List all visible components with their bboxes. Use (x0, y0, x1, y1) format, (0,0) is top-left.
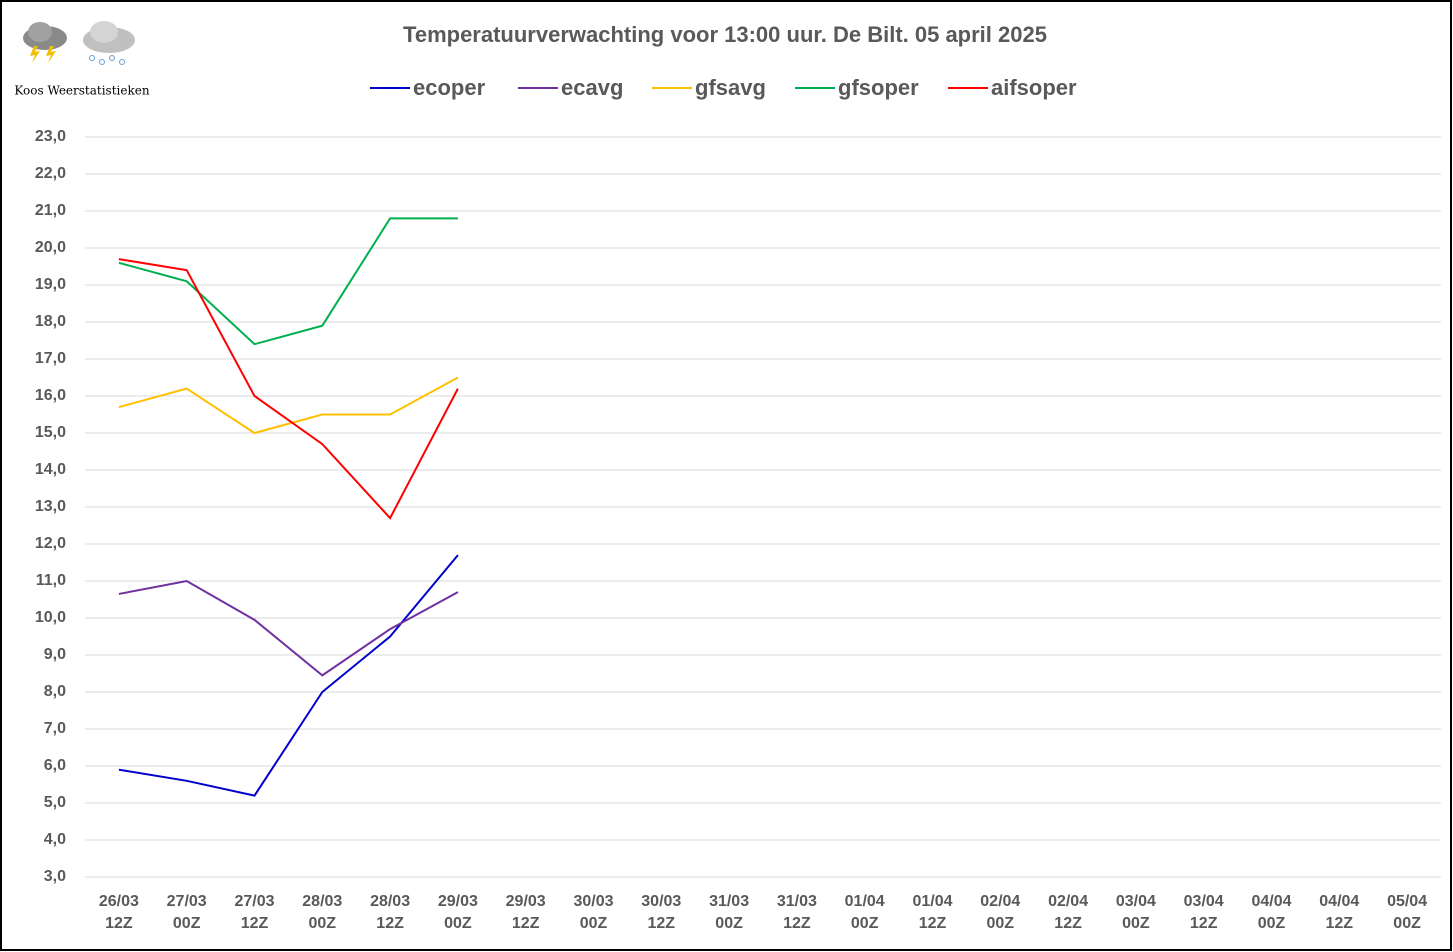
legend-label: ecoper (413, 75, 486, 100)
x-tick-label: 28/03 00Z (302, 893, 343, 932)
logo-icons (23, 21, 135, 65)
x-tick-label: 04/04 12Z (1319, 893, 1360, 932)
x-tick-label: 29/03 00Z (437, 893, 478, 932)
x-tick-label: 26/03 12Z (98, 893, 139, 932)
y-tick-label: 16,0 (35, 387, 66, 404)
y-tick-label: 21,0 (35, 202, 66, 219)
y-tick-label: 19,0 (35, 276, 66, 293)
legend-label: gfsavg (695, 75, 766, 100)
y-tick-label: 15,0 (35, 424, 66, 441)
y-tick-label: 12,0 (35, 535, 66, 552)
y-tick-label: 11,0 (36, 572, 66, 589)
x-tick-label: 27/03 00Z (166, 893, 207, 932)
y-tick-label: 14,0 (35, 461, 66, 478)
x-tick-label: 30/03 00Z (573, 893, 614, 932)
y-tick-label: 8,0 (44, 683, 66, 700)
y-tick-label: 13,0 (35, 498, 66, 515)
x-tick-label: 29/03 12Z (505, 893, 546, 932)
x-tick-label: 31/03 12Z (776, 893, 817, 932)
chart-title: Temperatuurverwachting voor 13:00 uur. D… (403, 22, 1047, 47)
y-tick-label: 9,0 (44, 646, 66, 663)
logo-text: Koos Weerstatistieken (14, 84, 149, 98)
y-tick-label: 4,0 (44, 831, 66, 848)
y-tick-label: 18,0 (35, 313, 66, 330)
line-series (118, 579, 459, 677)
x-tick-label: 05/04 00Z (1387, 893, 1428, 932)
line-series (118, 258, 459, 520)
x-tick-label: 02/04 12Z (1048, 893, 1089, 932)
x-tick-label: 01/04 00Z (844, 893, 885, 932)
y-tick-label: 20,0 (35, 239, 66, 256)
x-tick-label: 30/03 12Z (641, 893, 682, 932)
legend-label: gfsoper (838, 75, 919, 100)
y-tick-label: 10,0 (35, 609, 66, 626)
x-tick-label: 04/04 00Z (1251, 893, 1292, 932)
y-tick-label: 17,0 (35, 350, 66, 367)
x-tick-label: 28/03 12Z (370, 893, 411, 932)
y-tick-label: 5,0 (44, 794, 66, 811)
y-tick-label: 7,0 (44, 720, 66, 737)
line-series (118, 376, 459, 435)
x-tick-label: 02/04 00Z (980, 893, 1021, 932)
x-tick-label: 03/04 00Z (1115, 893, 1156, 932)
line-series (118, 554, 459, 797)
line-series (118, 217, 458, 346)
legend-label: ecavg (561, 75, 623, 100)
y-tick-label: 6,0 (44, 757, 66, 774)
y-tick-label: 22,0 (35, 165, 66, 182)
x-tick-label: 01/04 12Z (912, 893, 953, 932)
y-tick-label: 23,0 (35, 128, 66, 145)
x-tick-label: 27/03 12Z (234, 893, 275, 932)
y-tick-label: 3,0 (44, 868, 66, 885)
x-tick-label: 31/03 00Z (709, 893, 750, 932)
x-tick-label: 03/04 12Z (1183, 893, 1224, 932)
legend-label: aifsoper (991, 75, 1077, 100)
